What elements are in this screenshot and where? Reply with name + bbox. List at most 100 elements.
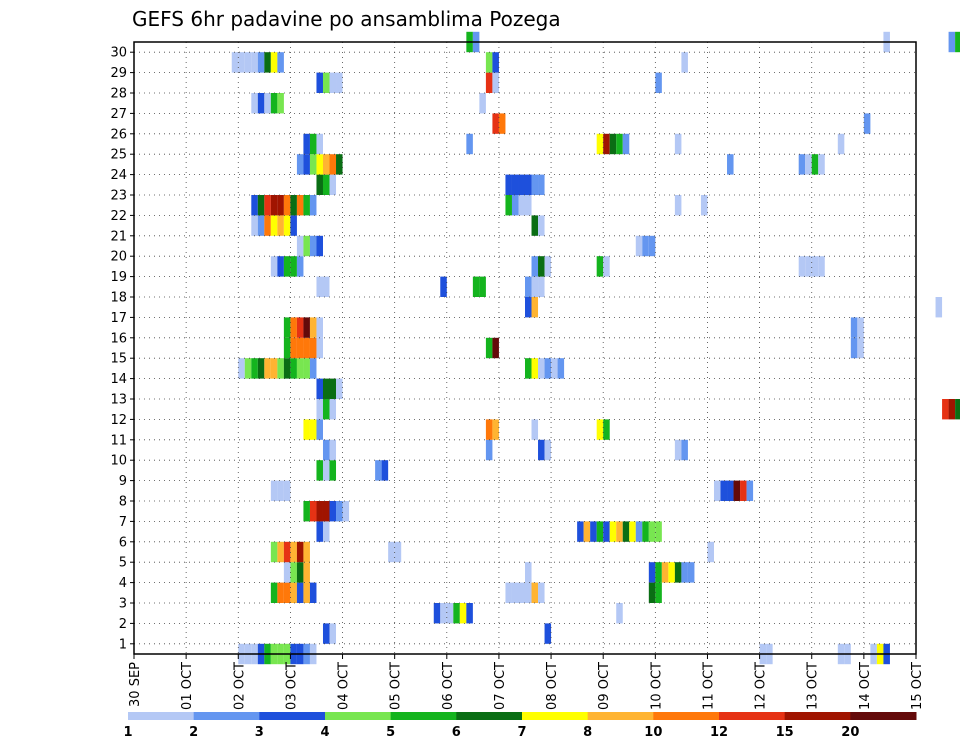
- heatmap-cell: [309, 154, 317, 175]
- heatmap-cell: [329, 439, 337, 461]
- heatmap-cell: [336, 501, 343, 522]
- heatmap-cell: [303, 337, 310, 359]
- heatmap-cell: [322, 174, 330, 195]
- heatmap-cell: [309, 582, 317, 603]
- heatmap-cell: [518, 195, 525, 216]
- heatmap-cell: [309, 235, 317, 257]
- heatmap-cell: [531, 215, 539, 236]
- heatmap-cell: [394, 541, 402, 563]
- heatmap-cell: [290, 541, 297, 563]
- y-tick-label: 27: [110, 107, 127, 122]
- legend-swatch: [522, 712, 589, 720]
- heatmap-cell: [270, 93, 278, 114]
- heatmap-cell: [525, 195, 532, 216]
- heatmap-cell: [316, 521, 323, 542]
- heatmap-cell: [596, 256, 604, 277]
- heatmap-cell: [277, 582, 284, 603]
- legend-swatch: [193, 712, 260, 720]
- heatmap-cell: [283, 337, 291, 359]
- heatmap-cell: [811, 154, 819, 175]
- y-tick-label: 12: [110, 413, 127, 428]
- heatmap-cell: [525, 582, 532, 603]
- heatmap-cell: [296, 235, 304, 257]
- heatmap-cell: [257, 358, 265, 379]
- heatmap-cell: [479, 93, 486, 114]
- heatmap-cell: [674, 439, 682, 461]
- heatmap-cell: [661, 562, 669, 583]
- y-tick-label: 30: [110, 46, 127, 61]
- y-tick-label: 25: [110, 148, 127, 163]
- x-tick-label: 10 OCT: [649, 662, 664, 710]
- heatmap-cell: [446, 603, 454, 624]
- heatmap-cell: [322, 501, 330, 522]
- heatmap-cell: [283, 541, 291, 563]
- heatmap-cell: [290, 195, 297, 216]
- y-tick-label: 26: [110, 127, 127, 142]
- heatmap-cell: [296, 195, 304, 216]
- heatmap-cell: [316, 72, 323, 93]
- heatmap-cell: [511, 582, 519, 603]
- heatmap-cell: [329, 460, 337, 481]
- x-tick-label: 15 OCT: [910, 662, 925, 710]
- heatmap-cell: [935, 297, 943, 318]
- chart-title: GEFS 6hr padavine po ansamblima Pozega: [132, 7, 561, 31]
- y-tick-label: 29: [110, 66, 127, 81]
- y-tick-label: 8: [119, 495, 127, 510]
- heatmap-cell: [375, 460, 382, 481]
- heatmap-cell: [290, 562, 297, 583]
- heatmap-cell: [322, 72, 330, 93]
- heatmap-cell: [264, 215, 271, 236]
- heatmap-cell: [316, 154, 323, 175]
- heatmap-cell: [303, 358, 310, 379]
- heatmap-cell: [511, 195, 519, 216]
- heatmap-cell: [655, 582, 662, 603]
- heatmap-cell: [603, 133, 610, 155]
- heatmap-cell: [681, 439, 688, 461]
- heatmap-cell: [538, 276, 545, 297]
- heatmap-cell: [655, 521, 662, 542]
- heatmap-cell: [329, 174, 337, 195]
- legend-swatch: [850, 712, 917, 720]
- heatmap-cell: [238, 358, 245, 379]
- legend-swatch: [719, 712, 786, 720]
- y-tick-label: 2: [119, 617, 127, 632]
- heatmap-cell: [316, 501, 323, 522]
- heatmap-cell: [290, 337, 297, 359]
- heatmap-cell: [270, 256, 278, 277]
- heatmap-cell: [309, 501, 317, 522]
- heatmap-cell: [244, 52, 252, 73]
- y-tick-label: 4: [119, 576, 127, 591]
- heatmap-cell: [283, 480, 291, 501]
- heatmap-cell: [955, 399, 960, 420]
- heatmap-cell: [322, 378, 330, 399]
- y-tick-label: 23: [110, 189, 127, 204]
- heatmap-cell: [616, 603, 623, 624]
- heatmap-cell: [283, 358, 291, 379]
- legend-label: 7: [517, 725, 526, 740]
- heatmap-cell: [479, 276, 486, 297]
- heatmap-cell: [674, 195, 682, 216]
- heatmap-cell: [336, 154, 343, 175]
- heatmap-cell: [603, 419, 610, 440]
- heatmap-cell: [798, 154, 806, 175]
- heatmap-cell: [257, 93, 265, 114]
- x-tick-label: 14 OCT: [858, 662, 873, 710]
- heatmap-cell: [251, 358, 258, 379]
- y-tick-label: 1: [119, 637, 127, 652]
- heatmap-cell: [498, 113, 506, 134]
- legend-label: 6: [452, 725, 461, 740]
- heatmap-cell: [309, 337, 317, 359]
- heatmap-cell: [642, 235, 649, 257]
- heatmap-cell: [296, 358, 304, 379]
- x-tick-label: 12 OCT: [754, 662, 769, 710]
- heatmap-cell: [707, 541, 714, 563]
- y-tick-label: 13: [110, 393, 127, 408]
- y-axis: 1234567891011121314151617181920212223242…: [110, 46, 134, 652]
- heatmap-cell: [531, 174, 539, 195]
- heatmap-cell: [303, 154, 310, 175]
- heatmap-cell: [583, 521, 591, 542]
- heatmap-cell: [316, 378, 323, 399]
- heatmap-cell: [492, 419, 499, 440]
- heatmap-cell: [283, 317, 291, 338]
- heatmap-cell: [466, 603, 473, 624]
